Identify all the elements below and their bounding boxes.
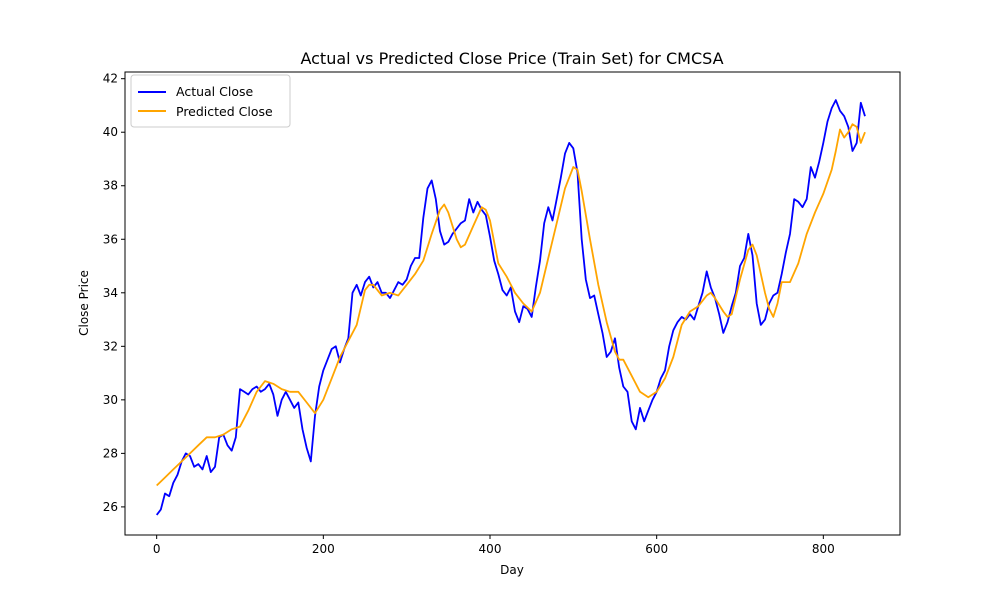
x-axis: 0 200 400 600 800 — [153, 535, 835, 556]
x-tick-label: 0 — [153, 542, 161, 556]
legend-label-actual: Actual Close — [176, 84, 253, 99]
y-tick-label: 40 — [103, 125, 118, 139]
x-tick-label: 400 — [479, 542, 502, 556]
plot-area — [124, 71, 901, 536]
y-tick-label: 38 — [103, 179, 118, 193]
legend-frame — [130, 74, 291, 128]
x-tick-label: 200 — [312, 542, 335, 556]
y-tick-label: 42 — [103, 72, 118, 86]
legend-label-predicted: Predicted Close — [176, 104, 273, 119]
y-axis-label: Close Price — [77, 270, 91, 336]
y-tick-label: 32 — [103, 339, 118, 353]
y-tick-label: 30 — [103, 393, 118, 407]
legend: Actual Close Predicted Close — [130, 74, 291, 128]
y-tick-label: 28 — [103, 446, 118, 460]
y-tick-label: 26 — [103, 500, 118, 514]
chart-title: Actual vs Predicted Close Price (Train S… — [300, 49, 723, 68]
series-line-actual-close — [155, 99, 866, 516]
y-tick-label: 36 — [103, 232, 118, 246]
series-line-predicted-close — [156, 123, 866, 487]
x-axis-label: Day — [500, 563, 524, 577]
x-tick-label: 800 — [812, 542, 835, 556]
y-axis: 26 28 30 32 34 36 38 40 42 — [103, 72, 125, 514]
y-tick-label: 34 — [103, 286, 118, 300]
x-tick-label: 600 — [645, 542, 668, 556]
